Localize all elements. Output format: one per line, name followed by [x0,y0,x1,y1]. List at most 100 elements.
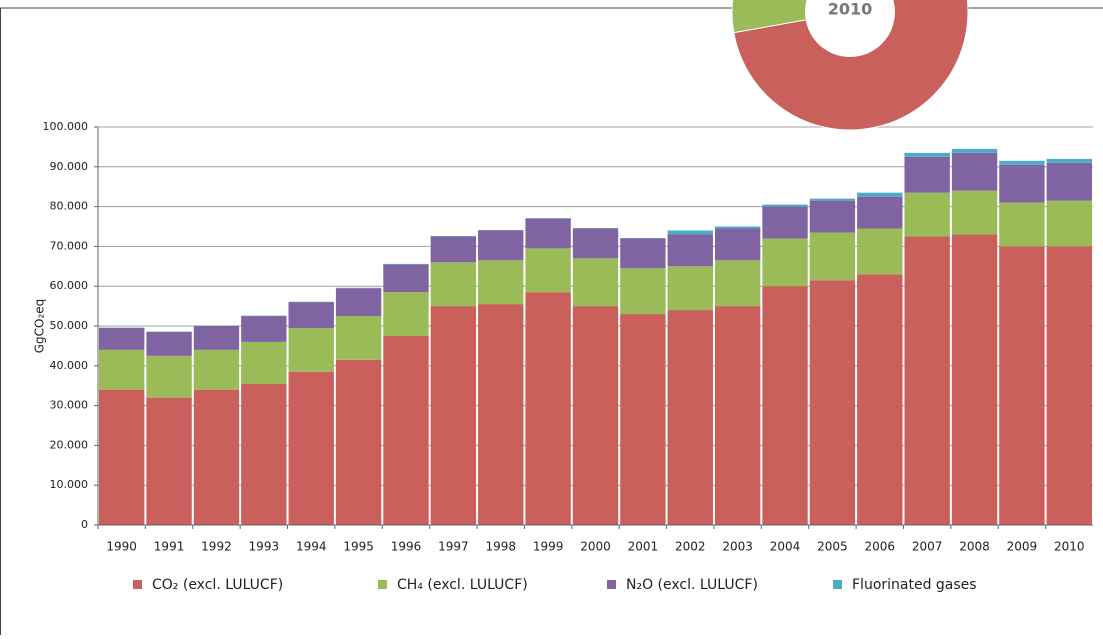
x-tick-label: 1994 [296,540,327,554]
bar-segment [999,165,1044,203]
bar-segment [289,328,334,372]
legend-label: N₂O (excl. LULUCF) [626,577,758,593]
donut-label: 2010 [828,0,873,19]
y-tick-label: 20.000 [50,438,89,451]
bar-segment [857,228,902,274]
bar-segment [762,238,807,286]
x-tick-label: 1997 [438,540,469,554]
legend-swatch [607,580,616,589]
x-tick-label: 1998 [485,540,516,554]
bar-segment [336,288,381,316]
x-tick-label: 2010 [1054,540,1085,554]
y-tick-label: 0 [81,518,88,531]
x-tick-label: 2006 [865,540,896,554]
bar-segment [289,372,334,525]
bar-segment [762,205,807,207]
bar-segment [999,203,1044,247]
bar-segment [810,232,855,280]
bar-segment [99,390,144,525]
legend-label: Fluorinated gases [852,577,977,593]
bar-segment [857,274,902,525]
bar-segment [478,260,523,304]
bar-segment [241,384,286,525]
bar-segment [952,153,997,191]
bar-segment [194,350,239,390]
x-tick-label: 2007 [912,540,943,554]
legend-swatch [133,580,142,589]
bar-segment [573,306,618,525]
bar-segment [904,153,949,157]
y-tick-label: 100.000 [43,120,89,133]
x-tick-label: 2000 [580,540,611,554]
bar-segment [525,292,570,525]
bar-segment [478,304,523,525]
bar-segment [857,197,902,229]
bar-segment [762,207,807,239]
bar-segment [289,302,334,328]
bar-segment [810,280,855,525]
bar-segment [904,193,949,237]
bar-segment [99,350,144,390]
x-tick-label: 2003 [722,540,753,554]
y-tick-label: 90.000 [50,160,89,173]
x-tick-label: 2002 [675,540,706,554]
bar-segment [999,246,1044,525]
bar-segment [668,310,713,525]
bar-segment [573,228,618,258]
x-tick-label: 2009 [1007,540,1038,554]
bar-segment [146,332,191,356]
bar-segment [146,398,191,525]
bar-segment [431,236,476,262]
x-tick-label: 1990 [106,540,137,554]
x-tick-label: 2008 [959,540,990,554]
bar-segment [241,342,286,384]
x-tick-label: 1995 [343,540,374,554]
x-tick-label: 1991 [154,540,185,554]
x-tick-label: 1996 [391,540,422,554]
bar-segment [1047,159,1092,163]
bar-segment [857,193,902,197]
x-tick-label: 1999 [533,540,564,554]
y-tick-label: 60.000 [50,279,89,292]
x-tick-label: 2001 [628,540,659,554]
bar-segment [478,230,523,260]
y-tick-label: 30.000 [50,399,89,412]
bar-segment [431,262,476,306]
bar-segment [336,360,381,525]
bar-segment [668,234,713,266]
bar-segment [952,149,997,153]
bar-segment [573,258,618,306]
bar-segment [525,248,570,292]
bar-segment [715,228,760,260]
bar-segment [715,306,760,525]
legend-swatch [378,580,387,589]
legend-label: CO₂ (excl. LULUCF) [152,577,283,593]
bar-segment [146,356,191,398]
y-tick-label: 40.000 [50,359,89,372]
bar-segment [620,238,665,268]
legend-swatch [833,580,842,589]
bar-segment [904,157,949,193]
bar-segment [383,264,428,292]
x-tick-label: 1993 [249,540,280,554]
bar-segment [668,230,713,234]
legend-label: CH₄ (excl. LULUCF) [397,577,528,593]
bar-segment [336,316,381,360]
y-tick-label: 70.000 [50,239,89,252]
bar-segment [715,260,760,306]
bar-segment [1047,201,1092,247]
bar-segment [383,336,428,525]
bar-segment [431,306,476,525]
bar-segment [99,328,144,350]
bar-segment [952,191,997,235]
y-axis-label: GgCO₂eq [33,299,47,354]
bar-segment [194,390,239,525]
x-tick-label: 2004 [770,540,801,554]
bar-segment [715,227,760,229]
x-tick-label: 2005 [817,540,848,554]
y-tick-label: 80.000 [50,200,89,213]
y-tick-label: 10.000 [50,478,89,491]
bar-segment [383,292,428,336]
bar-segment [620,314,665,525]
